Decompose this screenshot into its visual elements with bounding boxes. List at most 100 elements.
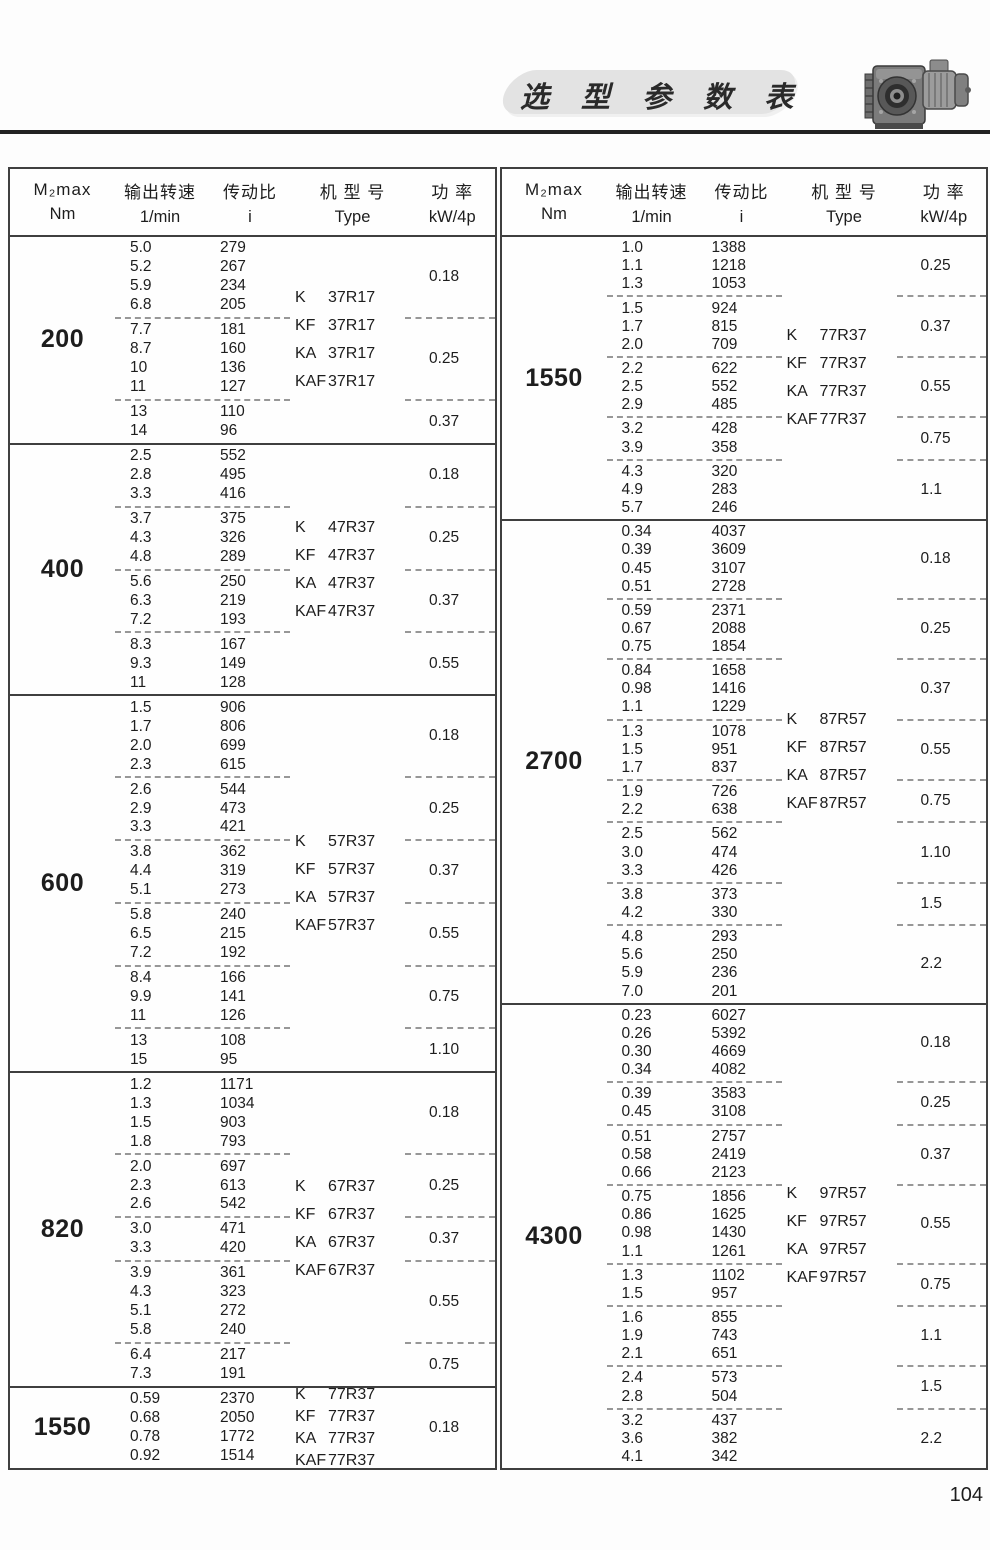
speed-ratio-block: 3.8 373 4.2 330 bbox=[606, 881, 782, 924]
output-speed-value: 1.3 bbox=[621, 275, 644, 293]
header-power: 功 率 kW/4p bbox=[410, 178, 495, 227]
ratio-value: 806 bbox=[220, 717, 246, 735]
table-row: 5.6 250 bbox=[607, 946, 782, 964]
type-series: KAF bbox=[786, 794, 818, 812]
power-value: 0.18 bbox=[920, 1033, 951, 1051]
ratio-group: 5.0 279 5.2 267 5.9 234 6.8 205 0.18 bbox=[10, 237, 495, 317]
table-row: 1.3 1053 bbox=[607, 275, 782, 293]
table-row: 1.7 837 bbox=[607, 759, 782, 777]
ratio-value: 330 bbox=[711, 903, 738, 921]
type-series: KF bbox=[295, 860, 316, 878]
ratio-group: 0.34 4037 0.39 3609 0.45 3107 0.51 2728 0.18 bbox=[502, 521, 987, 598]
header-torque-unit: Nm bbox=[541, 205, 567, 223]
type-line: KAF 37R17 bbox=[295, 368, 410, 396]
output-speed-value: 4.3 bbox=[130, 1283, 152, 1301]
ratio-group: 3.9 361 4.3 323 5.1 272 5.8 240 0.55 bbox=[10, 1259, 495, 1342]
type-series: KAF bbox=[295, 916, 327, 934]
ratio-group: 5.8 240 6.5 215 7.2 192 0.55 bbox=[10, 901, 495, 965]
ratio-group: 0.59 2371 0.67 2088 0.75 1854 0.25 bbox=[502, 597, 986, 658]
type-series: KA bbox=[295, 1429, 317, 1447]
ratio-value: 855 bbox=[711, 1308, 738, 1326]
type-model: 37R17 bbox=[328, 288, 376, 306]
output-speed-value: 0.98 bbox=[621, 1224, 652, 1242]
ratio-value: 219 bbox=[220, 592, 246, 610]
table-row: 0.51 2728 bbox=[607, 578, 782, 596]
type-line: KA 77R37 bbox=[787, 378, 902, 406]
ratio-value: 272 bbox=[220, 1302, 246, 1320]
speed-ratio-block: 0.84 1658 0.98 1416 1.1 1229 bbox=[606, 658, 782, 718]
type-series: KAF bbox=[295, 1451, 327, 1469]
power-value: 0.25 bbox=[429, 349, 460, 367]
speed-ratio-block: 1.5 906 1.7 806 2.0 699 2.3 615 bbox=[115, 696, 290, 776]
output-speed-value: 0.58 bbox=[621, 1145, 652, 1163]
ratio-value: 3107 bbox=[711, 559, 746, 577]
table-row: 6.4 217 bbox=[115, 1346, 290, 1365]
ratio-group: 3.0 471 3.3 420 0.37 bbox=[10, 1215, 495, 1260]
ratio-value: 250 bbox=[220, 573, 246, 591]
ratio-value: 552 bbox=[711, 378, 738, 396]
power-cell: 1.10 bbox=[405, 1027, 495, 1071]
table-row: 6.3 219 bbox=[115, 592, 290, 611]
table-row: 4.3 323 bbox=[115, 1283, 290, 1302]
output-speed-value: 6.5 bbox=[130, 925, 152, 943]
type-model: 87R57 bbox=[819, 710, 867, 728]
type-series: K bbox=[295, 1178, 306, 1196]
table-row: 1.8 793 bbox=[115, 1132, 290, 1151]
output-speed-value: 0.75 bbox=[621, 1188, 652, 1206]
table-row: 5.0 279 bbox=[115, 239, 290, 258]
torque-section: 600 1.5 906 1.7 806 2.0 699 2.3 615 0.18 2.6 544 2.9… bbox=[10, 694, 495, 1071]
table-row: 8.3 167 bbox=[115, 635, 290, 654]
power-cell: 0.75 bbox=[405, 964, 495, 1028]
type-block: K 77R37 KF 77R37 KA 77R37 KAF 77R37 bbox=[787, 237, 902, 519]
table-row: 2.2 622 bbox=[607, 360, 782, 378]
torque-value: 400 bbox=[40, 555, 85, 584]
ratio-value: 215 bbox=[220, 925, 246, 943]
output-speed-value: 8.3 bbox=[130, 635, 152, 653]
table-row: 1.9 743 bbox=[607, 1327, 782, 1345]
ratio-value: 426 bbox=[711, 861, 738, 879]
table-row: 0.86 1625 bbox=[607, 1206, 782, 1224]
type-line: K 57R37 bbox=[295, 828, 410, 856]
speed-ratio-block: 1.0 1388 1.1 1218 1.3 1053 bbox=[607, 237, 782, 295]
output-speed-value: 4.8 bbox=[621, 928, 644, 946]
power-value: 0.25 bbox=[429, 1176, 460, 1194]
table-row: 2.0 697 bbox=[115, 1157, 290, 1176]
ratio-value: 428 bbox=[711, 420, 738, 438]
output-speed-value: 2.0 bbox=[130, 736, 152, 754]
table-row: 5.7 246 bbox=[607, 499, 782, 517]
output-speed-value: 1.1 bbox=[621, 698, 644, 716]
power-value: 0.75 bbox=[920, 1275, 951, 1293]
type-line: KF 77R37 bbox=[787, 350, 902, 378]
power-value: 0.18 bbox=[429, 1104, 460, 1122]
output-speed-value: 5.6 bbox=[621, 946, 644, 964]
output-speed-value: 6.3 bbox=[130, 592, 152, 610]
type-model: 57R37 bbox=[328, 860, 376, 878]
table-row: 2.9 473 bbox=[115, 799, 290, 818]
type-model: 67R37 bbox=[328, 1178, 376, 1196]
type-line: KAF 97R57 bbox=[787, 1264, 902, 1292]
output-speed-value: 0.59 bbox=[130, 1390, 161, 1408]
table-row: 3.9 361 bbox=[115, 1264, 290, 1283]
output-speed-value: 1.3 bbox=[621, 1266, 644, 1284]
ratio-value: 193 bbox=[220, 611, 246, 628]
ratio-value: 471 bbox=[220, 1220, 246, 1238]
torque-value: 1550 bbox=[525, 363, 583, 392]
output-speed-value: 0.84 bbox=[621, 662, 652, 680]
table-row: 0.98 1430 bbox=[607, 1224, 782, 1242]
table-row: 15 95 bbox=[115, 1050, 290, 1069]
type-block: K 47R37 KF 47R37 KA 47R37 KAF 47R37 bbox=[295, 445, 410, 695]
type-line: K 67R37 bbox=[295, 1173, 410, 1201]
power-cell: 0.18 bbox=[897, 1005, 987, 1082]
speed-ratio-block: 1.3 1102 1.5 957 bbox=[606, 1262, 782, 1305]
type-model: 67R37 bbox=[328, 1262, 376, 1280]
ratio-value: 240 bbox=[220, 1321, 246, 1339]
ratio-value: 108 bbox=[220, 1031, 246, 1049]
type-line: KA 87R57 bbox=[787, 762, 902, 790]
header-power-label: 功 率 bbox=[922, 182, 965, 202]
type-series: KF bbox=[295, 546, 316, 564]
ratio-value: 2050 bbox=[220, 1409, 255, 1427]
type-model: 47R37 bbox=[328, 574, 376, 592]
ratio-value: 1261 bbox=[711, 1242, 746, 1260]
type-series: KF bbox=[295, 1407, 316, 1425]
